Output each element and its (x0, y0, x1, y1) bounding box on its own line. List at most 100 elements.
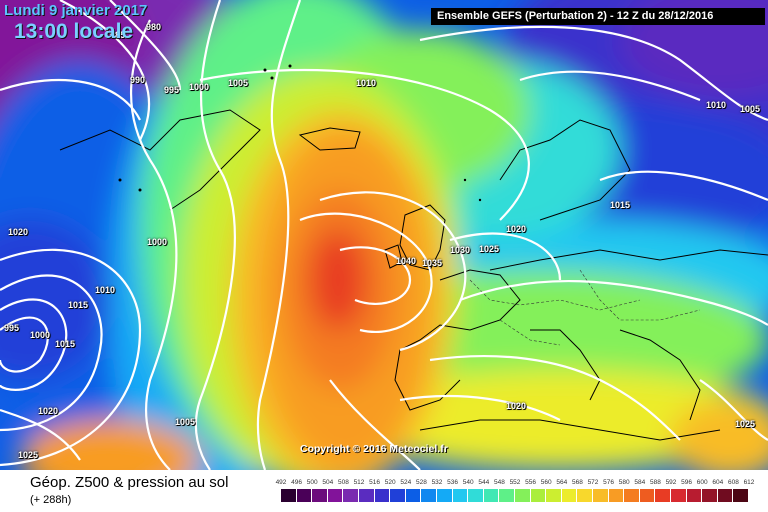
legend-swatch (577, 489, 593, 502)
isobar-label: 1005 (228, 78, 249, 88)
legend-tick-label: 612 (743, 479, 755, 486)
legend-tick-label: 604 (712, 479, 724, 486)
lead-time: (+ 288h) (30, 494, 72, 506)
copyright-notice: Copyright © 2016 Meteociel.fr (300, 443, 448, 455)
isobar-label: 980 (146, 22, 162, 32)
isobar-label: 1010 (706, 100, 727, 110)
isobar-label: 1010 (95, 285, 116, 295)
legend-tick-label: 596 (681, 479, 693, 486)
legend-tick-label: 528 (415, 479, 427, 486)
legend-tick-label: 576 (603, 479, 615, 486)
model-run-info: Ensemble GEFS (Perturbation 2) - 12 Z du… (431, 8, 765, 25)
legend-tick-label: 552 (509, 479, 521, 486)
z500-color-fill (0, 0, 768, 470)
legend-swatch (483, 489, 500, 502)
isobar-label: 1000 (147, 237, 168, 247)
legend-tick-label: 496 (291, 479, 303, 486)
isobar-label: 1035 (422, 258, 443, 268)
legend-tick-label: 524 (400, 479, 412, 486)
legend-tick-label: 492 (275, 479, 287, 486)
isobar-label: 1030 (450, 245, 471, 255)
isobar-label: 1005 (740, 104, 761, 114)
legend-tick-label: 544 (478, 479, 490, 486)
legend-swatch (327, 489, 344, 502)
isobar-label: 1025 (479, 244, 500, 254)
legend-tick-label: 548 (493, 479, 505, 486)
legend-swatch (281, 489, 297, 502)
legend-swatch (390, 489, 406, 502)
legend-swatch (296, 489, 313, 502)
isobar-label: 995 (164, 85, 180, 95)
legend-tick-label: 572 (587, 479, 599, 486)
isobar-label: 1005 (175, 417, 196, 427)
isobar-label: 1015 (55, 339, 76, 349)
legend-tick-label: 560 (540, 479, 552, 486)
geopotential-field-map (0, 0, 768, 470)
weather-map: 985 980 990 995 1000 1005 1010 1010 1005… (0, 0, 768, 470)
isobar-label: 1000 (30, 330, 51, 340)
isobar-label: 1015 (610, 200, 631, 210)
legend-tick-label: 504 (322, 479, 334, 486)
legend-swatch (530, 489, 547, 502)
isobars (0, 0, 768, 470)
legend-swatch (671, 489, 687, 502)
isobar-label: 985 (110, 30, 126, 40)
legend-swatch (437, 489, 453, 502)
legend-tick-label: 500 (306, 479, 318, 486)
forecast-date: Lundi 9 janvier 2017 (4, 2, 148, 19)
isobar-label: 995 (4, 323, 20, 333)
legend-tick-label: 540 (462, 479, 474, 486)
isobar-label: 1010 (356, 78, 377, 88)
forecast-time: 13:00 locale (14, 20, 134, 43)
islands (118, 64, 482, 202)
legend-tick-label: 508 (337, 479, 349, 486)
legend-swatch (624, 489, 640, 502)
isobar-label: 1020 (8, 227, 29, 237)
color-scale-legend: 492 496 500 504 508 512 516 520 524 528 532 536 540 5… (276, 479, 754, 507)
legend-swatch (452, 489, 469, 502)
legend-swatch (343, 489, 359, 502)
legend-swatch (515, 489, 531, 502)
legend-tick-label: 516 (369, 479, 381, 486)
legend-swatch (405, 489, 422, 502)
isobar-label: 1020 (506, 401, 527, 411)
field-title: Géop. Z500 & pression au sol (30, 474, 229, 491)
legend-tick-label: 556 (525, 479, 537, 486)
legend-swatch (655, 489, 671, 502)
legend-tick-label: 584 (634, 479, 646, 486)
isobar-label: 1025 (735, 419, 756, 429)
legend-tick-label: 512 (353, 479, 365, 486)
legend-swatch (421, 489, 437, 502)
legend-tick-label: 532 (431, 479, 443, 486)
country-borders (469, 269, 701, 346)
isobar-label: 1025 (18, 450, 39, 460)
legend-swatch (468, 489, 484, 502)
legend-tick-label: 564 (556, 479, 568, 486)
legend-swatch (561, 489, 578, 502)
legend-swatch (717, 489, 734, 502)
legend-tick-label: 580 (618, 479, 630, 486)
isobar-label: 1040 (396, 256, 417, 266)
legend-swatch (546, 489, 562, 502)
legend-tick-label: 592 (665, 479, 677, 486)
isobar-label: 990 (130, 75, 146, 85)
isobar-label: 1020 (38, 406, 59, 416)
legend-swatch (702, 489, 718, 502)
legend-tick-label: 568 (571, 479, 583, 486)
legend-tick-label: 588 (649, 479, 661, 486)
legend-swatch (359, 489, 375, 502)
isobar-label: 1000 (189, 82, 210, 92)
legend-swatch (312, 489, 328, 502)
legend-swatch (733, 489, 749, 502)
legend-swatch (593, 489, 609, 502)
legend-tick-label: 520 (384, 479, 396, 486)
legend-tick-label: 608 (727, 479, 739, 486)
legend-swatch (639, 489, 656, 502)
coastlines (59, 109, 768, 441)
legend-tick-label: 600 (696, 479, 708, 486)
legend-swatch (608, 489, 625, 502)
isobar-label: 1020 (506, 224, 527, 234)
legend-swatch (686, 489, 703, 502)
map-footer: Géop. Z500 & pression au sol (+ 288h) 49… (0, 470, 768, 512)
legend-swatch (499, 489, 515, 502)
